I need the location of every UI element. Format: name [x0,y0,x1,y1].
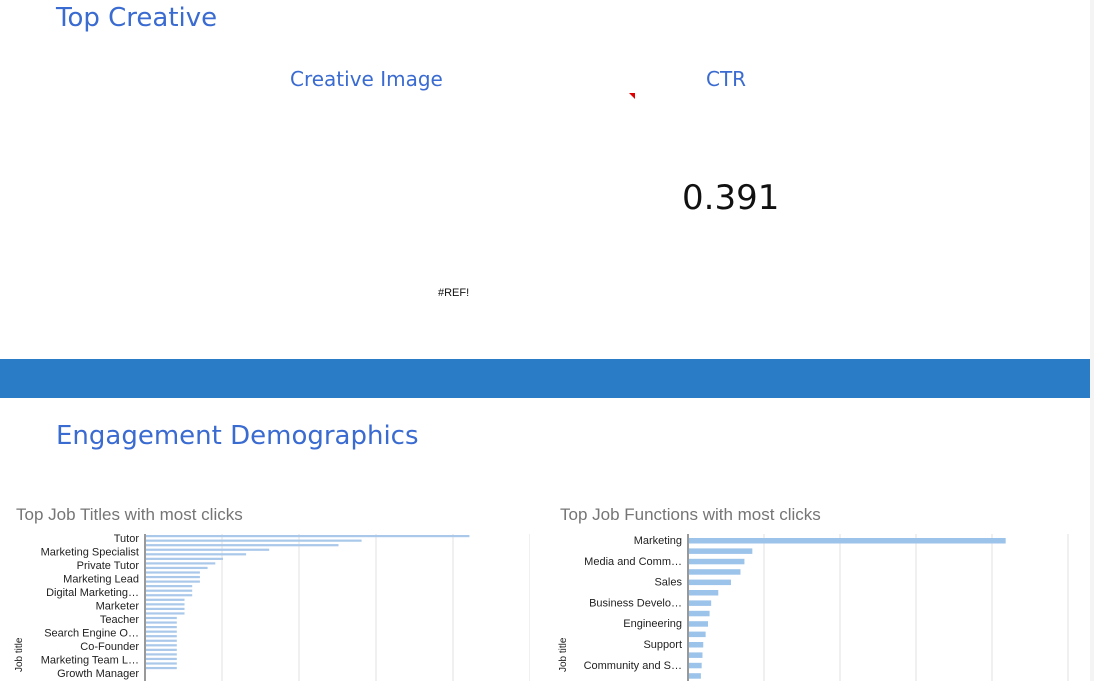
bar[interactable] [146,644,177,647]
bar[interactable] [689,590,719,596]
tick-label: Digital Marketing… [46,587,139,599]
top-creative-title: Top Creative [56,3,218,33]
bar[interactable] [146,621,177,624]
y-axis-label: Job title [558,637,569,672]
bar[interactable] [146,598,185,601]
bar[interactable] [689,642,704,648]
tick-label: Marketing Specialist [41,547,139,559]
bar[interactable] [689,538,1006,544]
tick-label: Marketing [634,535,682,547]
bar[interactable] [146,571,200,574]
tick-label: Community and S… [584,660,682,672]
bar[interactable] [146,653,177,656]
bar[interactable] [689,621,708,627]
bar[interactable] [146,639,177,642]
tick-label: Tutor [114,533,140,545]
bar[interactable] [689,662,702,669]
tick-label: Growth Manager [57,668,139,680]
tick-label: Search Engine O… [44,628,139,640]
bar[interactable] [689,548,753,554]
tick-label: Business Develo… [589,597,682,609]
bar[interactable] [146,612,185,615]
bar[interactable] [689,558,745,565]
bar[interactable] [689,569,741,575]
ctr-value: 0.391 [682,178,780,218]
tick-label: Co-Founder [80,641,139,653]
bar[interactable] [146,562,216,565]
bar[interactable] [146,548,270,551]
bar[interactable] [146,539,362,542]
tick-label: Marketing Team L… [41,655,139,667]
bar[interactable] [146,662,177,665]
creative-image-header: Creative Image [290,67,443,91]
bar[interactable] [689,652,703,658]
bar[interactable] [146,648,177,651]
tick-label: Marketer [96,601,140,613]
tick-label: Marketing Lead [63,574,139,586]
bar[interactable] [689,673,701,679]
bar[interactable] [689,631,706,638]
tick-label: Media and Comm… [584,556,682,568]
bar[interactable] [146,594,193,597]
bar[interactable] [146,580,200,583]
bar[interactable] [146,635,177,638]
engagement-demographics-title: Engagement Demographics [56,421,419,451]
section-divider [0,359,1090,398]
creative-image-placeholder: #REF! [438,287,470,299]
error-marker-icon [629,93,635,99]
bar[interactable] [146,575,200,579]
chart-job-titles-title: Top Job Titles with most clicks [16,505,243,524]
tick-label: Private Tutor [77,560,140,572]
bar[interactable] [146,626,177,629]
bar[interactable] [146,585,193,588]
bar[interactable] [146,616,177,620]
bar[interactable] [146,589,193,592]
bar[interactable] [146,535,470,538]
bar[interactable] [146,566,208,570]
tick-label: Engineering [623,618,682,630]
bar[interactable] [146,544,339,547]
job-functions-chart: Marketing Media and Comm… Sales Business De… [558,534,1069,681]
bar[interactable] [146,630,177,633]
bar[interactable] [146,607,185,610]
bar[interactable] [146,657,177,661]
bar[interactable] [689,600,712,606]
ctr-header: CTR [706,67,747,91]
bar[interactable] [689,610,710,617]
chart-job-functions-title: Top Job Functions with most clicks [560,505,821,524]
scroll-edge [1090,0,1094,681]
y-axis-label: Job title [14,637,25,672]
bar[interactable] [146,553,247,556]
tick-label: Support [643,639,682,651]
tick-label: Sales [654,577,682,589]
bar[interactable] [689,579,731,586]
bar[interactable] [146,557,223,560]
bar[interactable] [146,603,185,606]
tick-label: Teacher [100,614,139,626]
bar[interactable] [146,666,177,670]
